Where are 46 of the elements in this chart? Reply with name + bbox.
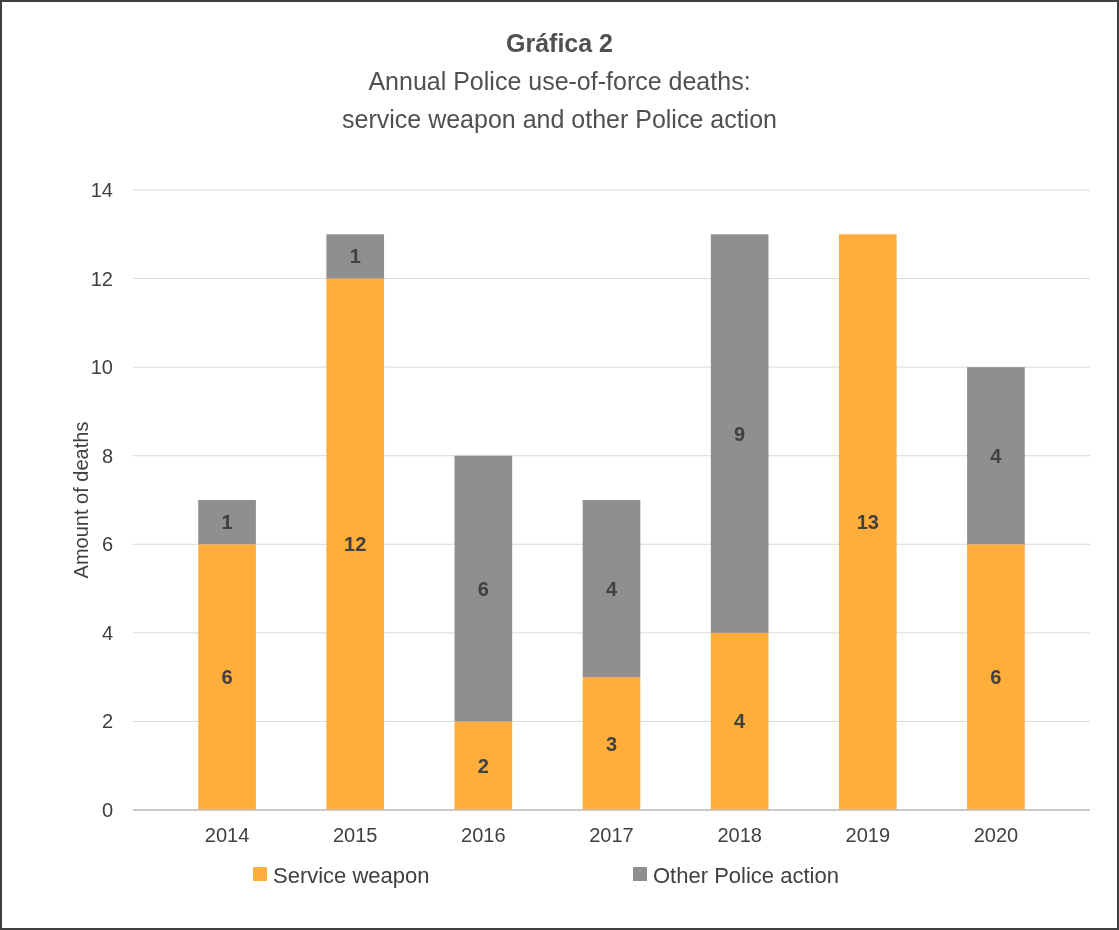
data-label: 6 — [990, 666, 1002, 689]
x-tick-label: 2020 — [973, 824, 1019, 846]
y-tick-label: 6 — [101, 533, 113, 556]
data-label: 1 — [349, 245, 361, 268]
x-tick-label: 2018 — [717, 824, 762, 846]
legend-label: Service weapon — [273, 862, 430, 888]
data-label: 13 — [856, 511, 879, 534]
bar — [198, 544, 256, 810]
x-tick-label: 2019 — [845, 824, 891, 846]
data-label: 4 — [990, 444, 1003, 467]
y-axis-title: Amount of deaths — [70, 421, 92, 579]
y-tick-label: 8 — [101, 444, 113, 467]
data-label: 1 — [221, 511, 233, 534]
y-tick-label: 0 — [101, 799, 113, 821]
x-tick-label: 2017 — [589, 824, 634, 846]
data-label: 12 — [344, 533, 367, 556]
bar — [967, 544, 1025, 810]
bar — [838, 234, 897, 810]
bar — [454, 721, 513, 810]
bar — [582, 677, 641, 810]
bar — [967, 367, 1025, 545]
bar — [326, 234, 385, 279]
y-tick-label: 2 — [101, 710, 113, 733]
data-label: 9 — [734, 422, 746, 445]
bar — [454, 455, 513, 722]
x-tick-label: 2016 — [461, 824, 506, 846]
y-tick-label: 10 — [90, 356, 113, 379]
bar — [710, 632, 769, 810]
data-label: 6 — [221, 666, 233, 689]
y-tick-label: 14 — [90, 179, 113, 201]
y-tick-label: 4 — [101, 621, 113, 644]
chart-subtitle: Annual Police use-of-force deaths: service weapon and other Police action — [342, 67, 777, 133]
data-label: 4 — [734, 710, 747, 733]
x-tick-label: 2014 — [204, 824, 250, 846]
bar — [582, 500, 641, 678]
data-label: 2 — [477, 754, 489, 777]
data-label: 4 — [605, 577, 618, 600]
legend-label: Other Police action — [653, 862, 839, 888]
data-label: 3 — [605, 732, 618, 755]
data-label: 6 — [477, 577, 489, 600]
x-tick-label: 2015 — [332, 824, 378, 846]
chart-title: Gráfica 2 — [505, 29, 614, 57]
bar — [710, 234, 769, 633]
y-tick-label: 12 — [90, 267, 113, 290]
bar — [326, 278, 385, 810]
bar — [198, 500, 256, 545]
